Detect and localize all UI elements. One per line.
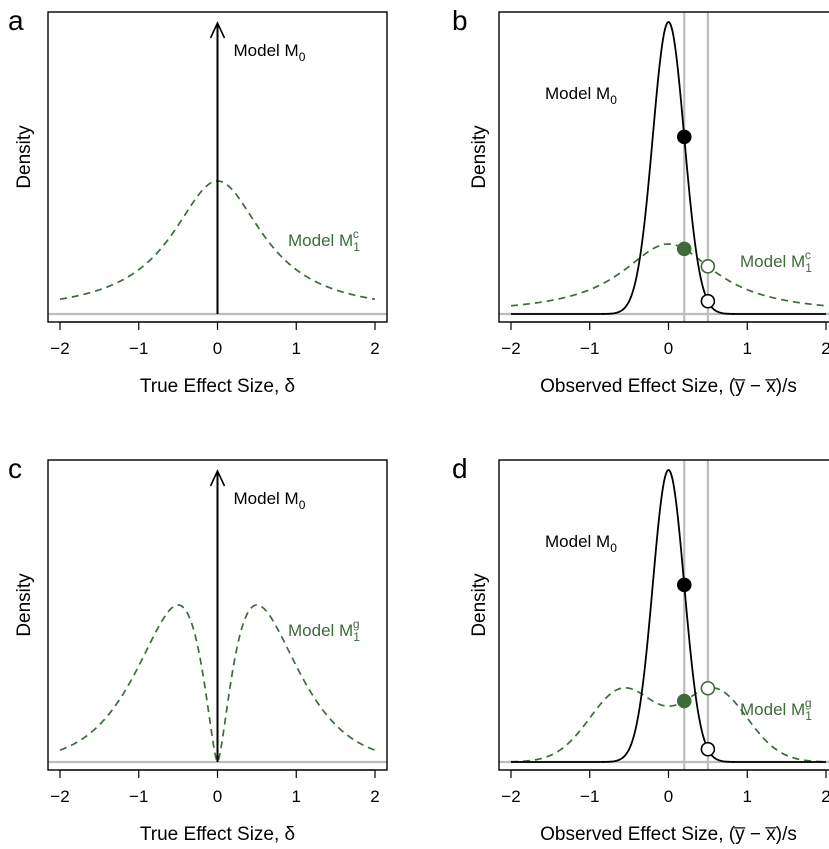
- model-label-sub: 0: [610, 541, 617, 555]
- x-axis-title: Observed Effect Size, (y̅ − x̅)/s: [540, 824, 797, 845]
- x-tick-label: 2: [821, 339, 829, 358]
- y-axis-title: Density: [469, 125, 490, 189]
- plot-frame: [498, 11, 829, 323]
- model-label-base: Model M: [288, 621, 353, 640]
- model-m1-label: Model M1g: [288, 617, 360, 644]
- model-label-base: Model M: [740, 700, 805, 719]
- x-tick-label: −1: [129, 787, 148, 806]
- density-point-filled: [676, 129, 692, 145]
- x-tick-label: 0: [664, 339, 673, 358]
- model-label-sup: c: [805, 248, 811, 262]
- model-m0-density-curve: [511, 21, 826, 315]
- x-tick-label: −1: [580, 787, 599, 806]
- model-m1-density-curve: [59, 604, 376, 764]
- model-m0-label: Model M0: [545, 84, 617, 107]
- x-tick-label: 1: [743, 339, 752, 358]
- x-tick-label: −1: [129, 339, 148, 358]
- model-m1-density-curve: [510, 686, 827, 763]
- spike-arrowhead: [209, 469, 226, 487]
- x-tick-label: 2: [370, 339, 379, 358]
- x-tick-label: −2: [50, 339, 69, 358]
- model-m1-density-curve: [510, 243, 827, 307]
- model-label-sub: 1: [353, 240, 360, 254]
- panel-letter: a: [8, 5, 24, 36]
- density-point-open: [700, 680, 716, 696]
- x-tick-label: 2: [370, 787, 379, 806]
- density-point-filled: [676, 241, 692, 257]
- model-label-sub: 0: [299, 498, 306, 512]
- y-axis-title: Density: [469, 573, 490, 637]
- model-label-sub: 1: [805, 709, 812, 723]
- model-m1-label: Model M1c: [740, 248, 812, 275]
- plot-frame: [498, 459, 829, 771]
- model-label-sup: c: [353, 227, 359, 241]
- x-tick-label: 0: [213, 787, 222, 806]
- model-m1-label: Model M1g: [740, 696, 812, 723]
- x-tick-label: −2: [501, 339, 520, 358]
- model-m0-label: Model M0: [234, 41, 306, 64]
- model-m0-label: Model M0: [545, 532, 617, 555]
- x-tick-label: 1: [292, 339, 301, 358]
- x-tick-label: −1: [580, 339, 599, 358]
- model-m1-label: Model M1c: [288, 227, 360, 254]
- panel-c: c −2 −1 0 1 2 True Effect Size, δ Density Model …: [8, 453, 388, 845]
- model-label-sub: 1: [353, 630, 360, 644]
- panel-letter: b: [452, 5, 468, 36]
- density-point-open: [700, 741, 716, 757]
- model-label-sub: 0: [610, 93, 617, 107]
- x-axis-title: True Effect Size, δ: [140, 376, 295, 397]
- x-axis-title: Observed Effect Size, (y̅ − x̅)/s: [540, 376, 797, 397]
- x-tick-label: 2: [821, 787, 829, 806]
- spike-arrowhead: [209, 21, 226, 39]
- density-point-open: [700, 259, 716, 274]
- model-label-base: Model M: [234, 41, 299, 60]
- panel-letter: d: [452, 453, 468, 484]
- x-tick-label: 1: [292, 787, 301, 806]
- x-tick-label: 1: [743, 787, 752, 806]
- density-point-filled: [676, 577, 692, 593]
- density-point-filled: [676, 693, 692, 709]
- panel-b: b −2 −1 0 1 2 Observed Effect Size, (y̅ − x̅)/…: [452, 5, 829, 397]
- panel-a: a −2 −1 0 1 2 True Effect Size, δ Density Model …: [8, 5, 388, 397]
- x-axis-title: True Effect Size, δ: [140, 824, 295, 845]
- density-point-open: [700, 293, 716, 309]
- model-label-sub: 0: [299, 50, 306, 64]
- model-label-sup: g: [805, 696, 812, 710]
- y-axis-title: Density: [14, 125, 35, 189]
- model-label-sub: 1: [805, 261, 812, 275]
- model-label-base: Model M: [740, 252, 805, 271]
- model-m0-density-curve: [511, 469, 826, 763]
- model-label-base: Model M: [288, 231, 353, 250]
- x-tick-label: 0: [213, 339, 222, 358]
- model-label-base: Model M: [545, 84, 610, 103]
- x-tick-label: −2: [501, 787, 520, 806]
- model-label-sup: g: [353, 617, 360, 631]
- model-label-base: Model M: [234, 489, 299, 508]
- x-tick-label: −2: [50, 787, 69, 806]
- panel-d: d −2 −1 0 1 2 Observed Effect Size, (y̅ − x̅)/…: [452, 453, 829, 845]
- panel-letter: c: [8, 453, 22, 484]
- model-label-base: Model M: [545, 532, 610, 551]
- x-tick-label: 0: [664, 787, 673, 806]
- y-axis-title: Density: [14, 573, 35, 637]
- model-m0-label: Model M0: [234, 489, 306, 512]
